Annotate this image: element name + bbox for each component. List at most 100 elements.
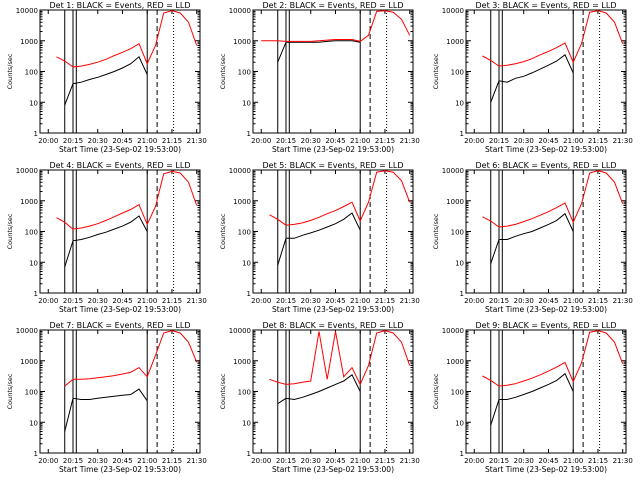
detector-panel-3: Det 3: BLACK = Events, RED = LLD 1 10 100 10… bbox=[432, 1, 633, 154]
y-tick-label: 10 bbox=[242, 99, 251, 107]
y-tick-label: 100 bbox=[25, 69, 38, 77]
x-axis-label: Start Time (23-Sep-02 19:53:00) bbox=[59, 465, 181, 474]
panel-title: Det 5: BLACK = Events, RED = LLD bbox=[263, 161, 404, 170]
x-tick-label: 21:15 bbox=[375, 137, 395, 145]
plot-frame bbox=[39, 9, 201, 134]
x-tick-label: 20:30 bbox=[301, 137, 321, 145]
x-axis-label: Start Time (23-Sep-02 19:53:00) bbox=[485, 305, 607, 314]
detector-panel-7: Det 7: BLACK = Events, RED = LLD 1 10 100 10… bbox=[6, 321, 207, 474]
y-axis-label: Counts/sec bbox=[6, 373, 14, 409]
y-tick-label: 10 bbox=[455, 419, 464, 427]
x-tick-label: 21:00 bbox=[350, 137, 370, 145]
x-tick-label: 20:30 bbox=[514, 297, 534, 305]
x-axis-label: Start Time (23-Sep-02 19:53:00) bbox=[272, 465, 394, 474]
y-axis-label: Counts/sec bbox=[219, 53, 227, 89]
y-tick-label: 10 bbox=[455, 259, 464, 267]
y-tick-label: 10000 bbox=[16, 167, 38, 175]
y-tick-label: 1000 bbox=[20, 38, 38, 46]
plot-frame bbox=[465, 329, 627, 454]
x-tick-label: 21:15 bbox=[162, 297, 182, 305]
detector-panel-8: Det 8: BLACK = Events, RED = LLD 1 10 100 10… bbox=[219, 321, 420, 474]
detector-panel-1: Det 1: BLACK = Events, RED = LLD 1 10 100 10… bbox=[6, 1, 207, 154]
y-tick-label: 10 bbox=[242, 259, 251, 267]
y-tick-label: 10000 bbox=[229, 7, 251, 15]
y-tick-label: 1000 bbox=[233, 358, 251, 366]
series-line-events bbox=[277, 212, 361, 266]
x-tick-label: 20:30 bbox=[301, 457, 321, 465]
x-tick-label: 21:30 bbox=[187, 457, 207, 465]
y-tick-label: 10 bbox=[29, 259, 38, 267]
x-tick-label: 20:00 bbox=[251, 457, 271, 465]
y-tick-label: 1 bbox=[460, 290, 464, 298]
y-tick-label: 10000 bbox=[16, 327, 38, 335]
panel-title: Det 9: BLACK = Events, RED = LLD bbox=[476, 321, 617, 330]
x-tick-label: 21:30 bbox=[400, 457, 420, 465]
y-tick-label: 1 bbox=[247, 450, 251, 458]
x-axis-label: Start Time (23-Sep-02 19:53:00) bbox=[485, 465, 607, 474]
x-tick-label: 21:30 bbox=[400, 137, 420, 145]
x-tick-label: 21:30 bbox=[613, 297, 633, 305]
x-tick-label: 21:00 bbox=[137, 137, 157, 145]
x-tick-label: 21:00 bbox=[563, 297, 583, 305]
plot-frame bbox=[465, 169, 627, 294]
x-tick-label: 20:45 bbox=[325, 297, 345, 305]
series-line-events bbox=[490, 372, 574, 426]
series-line-lld bbox=[56, 170, 198, 230]
y-tick-label: 10000 bbox=[442, 7, 464, 15]
x-tick-label: 20:45 bbox=[325, 457, 345, 465]
x-tick-label: 20:15 bbox=[276, 137, 296, 145]
detector-panel-5: Det 5: BLACK = Events, RED = LLD 1 10 100 10… bbox=[219, 161, 420, 314]
plot-frame bbox=[39, 329, 201, 454]
y-tick-label: 10000 bbox=[16, 7, 38, 15]
series-line-events bbox=[277, 374, 361, 405]
series-line-events bbox=[490, 54, 574, 103]
series-line-events bbox=[277, 40, 361, 63]
series-line-lld bbox=[482, 10, 624, 67]
y-axis-label: Counts/sec bbox=[6, 53, 14, 89]
x-tick-label: 21:00 bbox=[563, 457, 583, 465]
y-tick-label: 100 bbox=[451, 229, 464, 237]
x-tick-label: 20:00 bbox=[464, 297, 484, 305]
y-tick-label: 100 bbox=[451, 389, 464, 397]
panel-title: Det 7: BLACK = Events, RED = LLD bbox=[50, 321, 191, 330]
x-tick-label: 20:00 bbox=[38, 297, 58, 305]
y-tick-label: 1 bbox=[247, 130, 251, 138]
series-line-lld bbox=[269, 330, 411, 386]
x-tick-label: 20:00 bbox=[38, 137, 58, 145]
x-tick-label: 21:00 bbox=[350, 297, 370, 305]
series-line-events bbox=[64, 388, 148, 432]
x-tick-label: 20:15 bbox=[489, 297, 509, 305]
y-tick-label: 1 bbox=[34, 290, 38, 298]
x-tick-label: 21:00 bbox=[137, 457, 157, 465]
series-line-lld bbox=[269, 170, 411, 226]
x-tick-label: 20:30 bbox=[301, 297, 321, 305]
y-tick-label: 10000 bbox=[442, 167, 464, 175]
x-axis-label: Start Time (23-Sep-02 19:53:00) bbox=[272, 305, 394, 314]
x-tick-label: 21:00 bbox=[563, 137, 583, 145]
y-tick-label: 1 bbox=[460, 130, 464, 138]
x-tick-label: 21:15 bbox=[162, 457, 182, 465]
x-tick-label: 20:45 bbox=[538, 137, 558, 145]
x-tick-label: 20:15 bbox=[63, 297, 83, 305]
y-tick-label: 100 bbox=[238, 389, 251, 397]
y-axis-label: Counts/sec bbox=[6, 213, 14, 249]
x-tick-label: 21:30 bbox=[187, 297, 207, 305]
series-line-events bbox=[64, 215, 148, 268]
x-tick-label: 20:45 bbox=[112, 297, 132, 305]
y-tick-label: 10000 bbox=[442, 327, 464, 335]
y-axis-label: Counts/sec bbox=[432, 213, 440, 249]
y-axis-label: Counts/sec bbox=[219, 213, 227, 249]
plot-frame bbox=[465, 9, 627, 134]
detector-panel-4: Det 4: BLACK = Events, RED = LLD 1 10 100 10… bbox=[6, 161, 207, 314]
y-tick-label: 10 bbox=[242, 419, 251, 427]
y-axis-label: Counts/sec bbox=[432, 53, 440, 89]
x-tick-label: 21:15 bbox=[588, 137, 608, 145]
y-tick-label: 100 bbox=[238, 69, 251, 77]
detector-panel-9: Det 9: BLACK = Events, RED = LLD 1 10 100 10… bbox=[432, 321, 633, 474]
detector-panel-2: Det 2: BLACK = Events, RED = LLD 1 10 100 10… bbox=[219, 1, 420, 154]
panel-title: Det 6: BLACK = Events, RED = LLD bbox=[476, 161, 617, 170]
y-tick-label: 100 bbox=[25, 389, 38, 397]
x-tick-label: 20:15 bbox=[489, 137, 509, 145]
x-tick-label: 20:45 bbox=[112, 457, 132, 465]
